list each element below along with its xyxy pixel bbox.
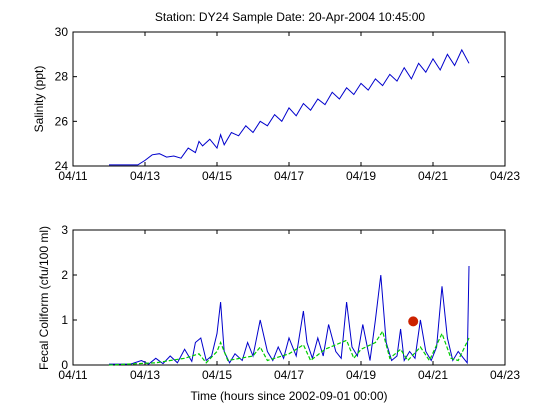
- coliform-ylabel: Fecal Coliform (cfu/100 ml): [37, 226, 51, 370]
- salinity-axes: 04/11 04/13 04/15 04/17 04/19 04/21 04/23 24 26 2…: [55, 25, 521, 183]
- coliform-sample-point: [408, 316, 419, 327]
- coliform-plot-area: [72, 229, 506, 366]
- coliform-series-line-2: [108, 329, 470, 366]
- salinity-plot-area: [72, 31, 506, 167]
- coliform-xtick-label: 04/19: [346, 368, 376, 382]
- salinity-series-line-1: [109, 48, 470, 166]
- coliform-ytick-label: 3: [61, 223, 68, 237]
- coliform-series: [108, 265, 470, 366]
- salinity-ylabel: Salinity (ppt): [32, 66, 46, 133]
- salinity-xtick-label: 04/17: [274, 169, 304, 183]
- salinity-xtick-label: 04/13: [130, 169, 160, 183]
- salinity-ytick-label: 24: [55, 159, 69, 173]
- salinity-xtick-label: 04/15: [202, 169, 232, 183]
- salinity-ytick-label: 30: [55, 25, 69, 39]
- salinity-xtick-label: 04/23: [490, 169, 520, 183]
- coliform-xtick-label: 04/21: [418, 368, 448, 382]
- coliform-ytick-label: 2: [61, 268, 68, 282]
- salinity-panel: Station: DY24 Sample Date: 20-Apr-2004 1…: [32, 10, 520, 183]
- salinity-series: [109, 48, 470, 166]
- salinity-xtick-label: 04/21: [418, 169, 448, 183]
- coliform-series-line-1: [109, 265, 470, 365]
- coliform-xtick-label: 04/11: [58, 368, 87, 382]
- salinity-xtick-label: 04/11: [58, 169, 87, 183]
- salinity-ytick-label: 28: [55, 70, 69, 84]
- salinity-ytick-label: 26: [55, 114, 69, 128]
- coliform-xtick-label: 04/15: [202, 368, 232, 382]
- coliform-ytick-label: 0: [61, 358, 68, 372]
- coliform-panel: 04/11 04/13 04/15 04/17 04/19 04/21 04/230123 …: [37, 223, 520, 403]
- chart-title: Station: DY24 Sample Date: 20-Apr-2004 1…: [155, 10, 425, 24]
- coliform-xlabel: Time (hours since 2002-09-01 00:00): [191, 389, 388, 403]
- coliform-axes: 04/11 04/13 04/15 04/17 04/19 04/21 04/23 0 1 2 3: [58, 223, 520, 382]
- coliform-xtick-label: 04/23: [490, 368, 520, 382]
- coliform-xtick-label: 04/17: [274, 368, 304, 382]
- salinity-xtick-label: 04/19: [346, 169, 376, 183]
- coliform-ytick-label: 1: [61, 313, 68, 327]
- coliform-xtick-label: 04/13: [130, 368, 160, 382]
